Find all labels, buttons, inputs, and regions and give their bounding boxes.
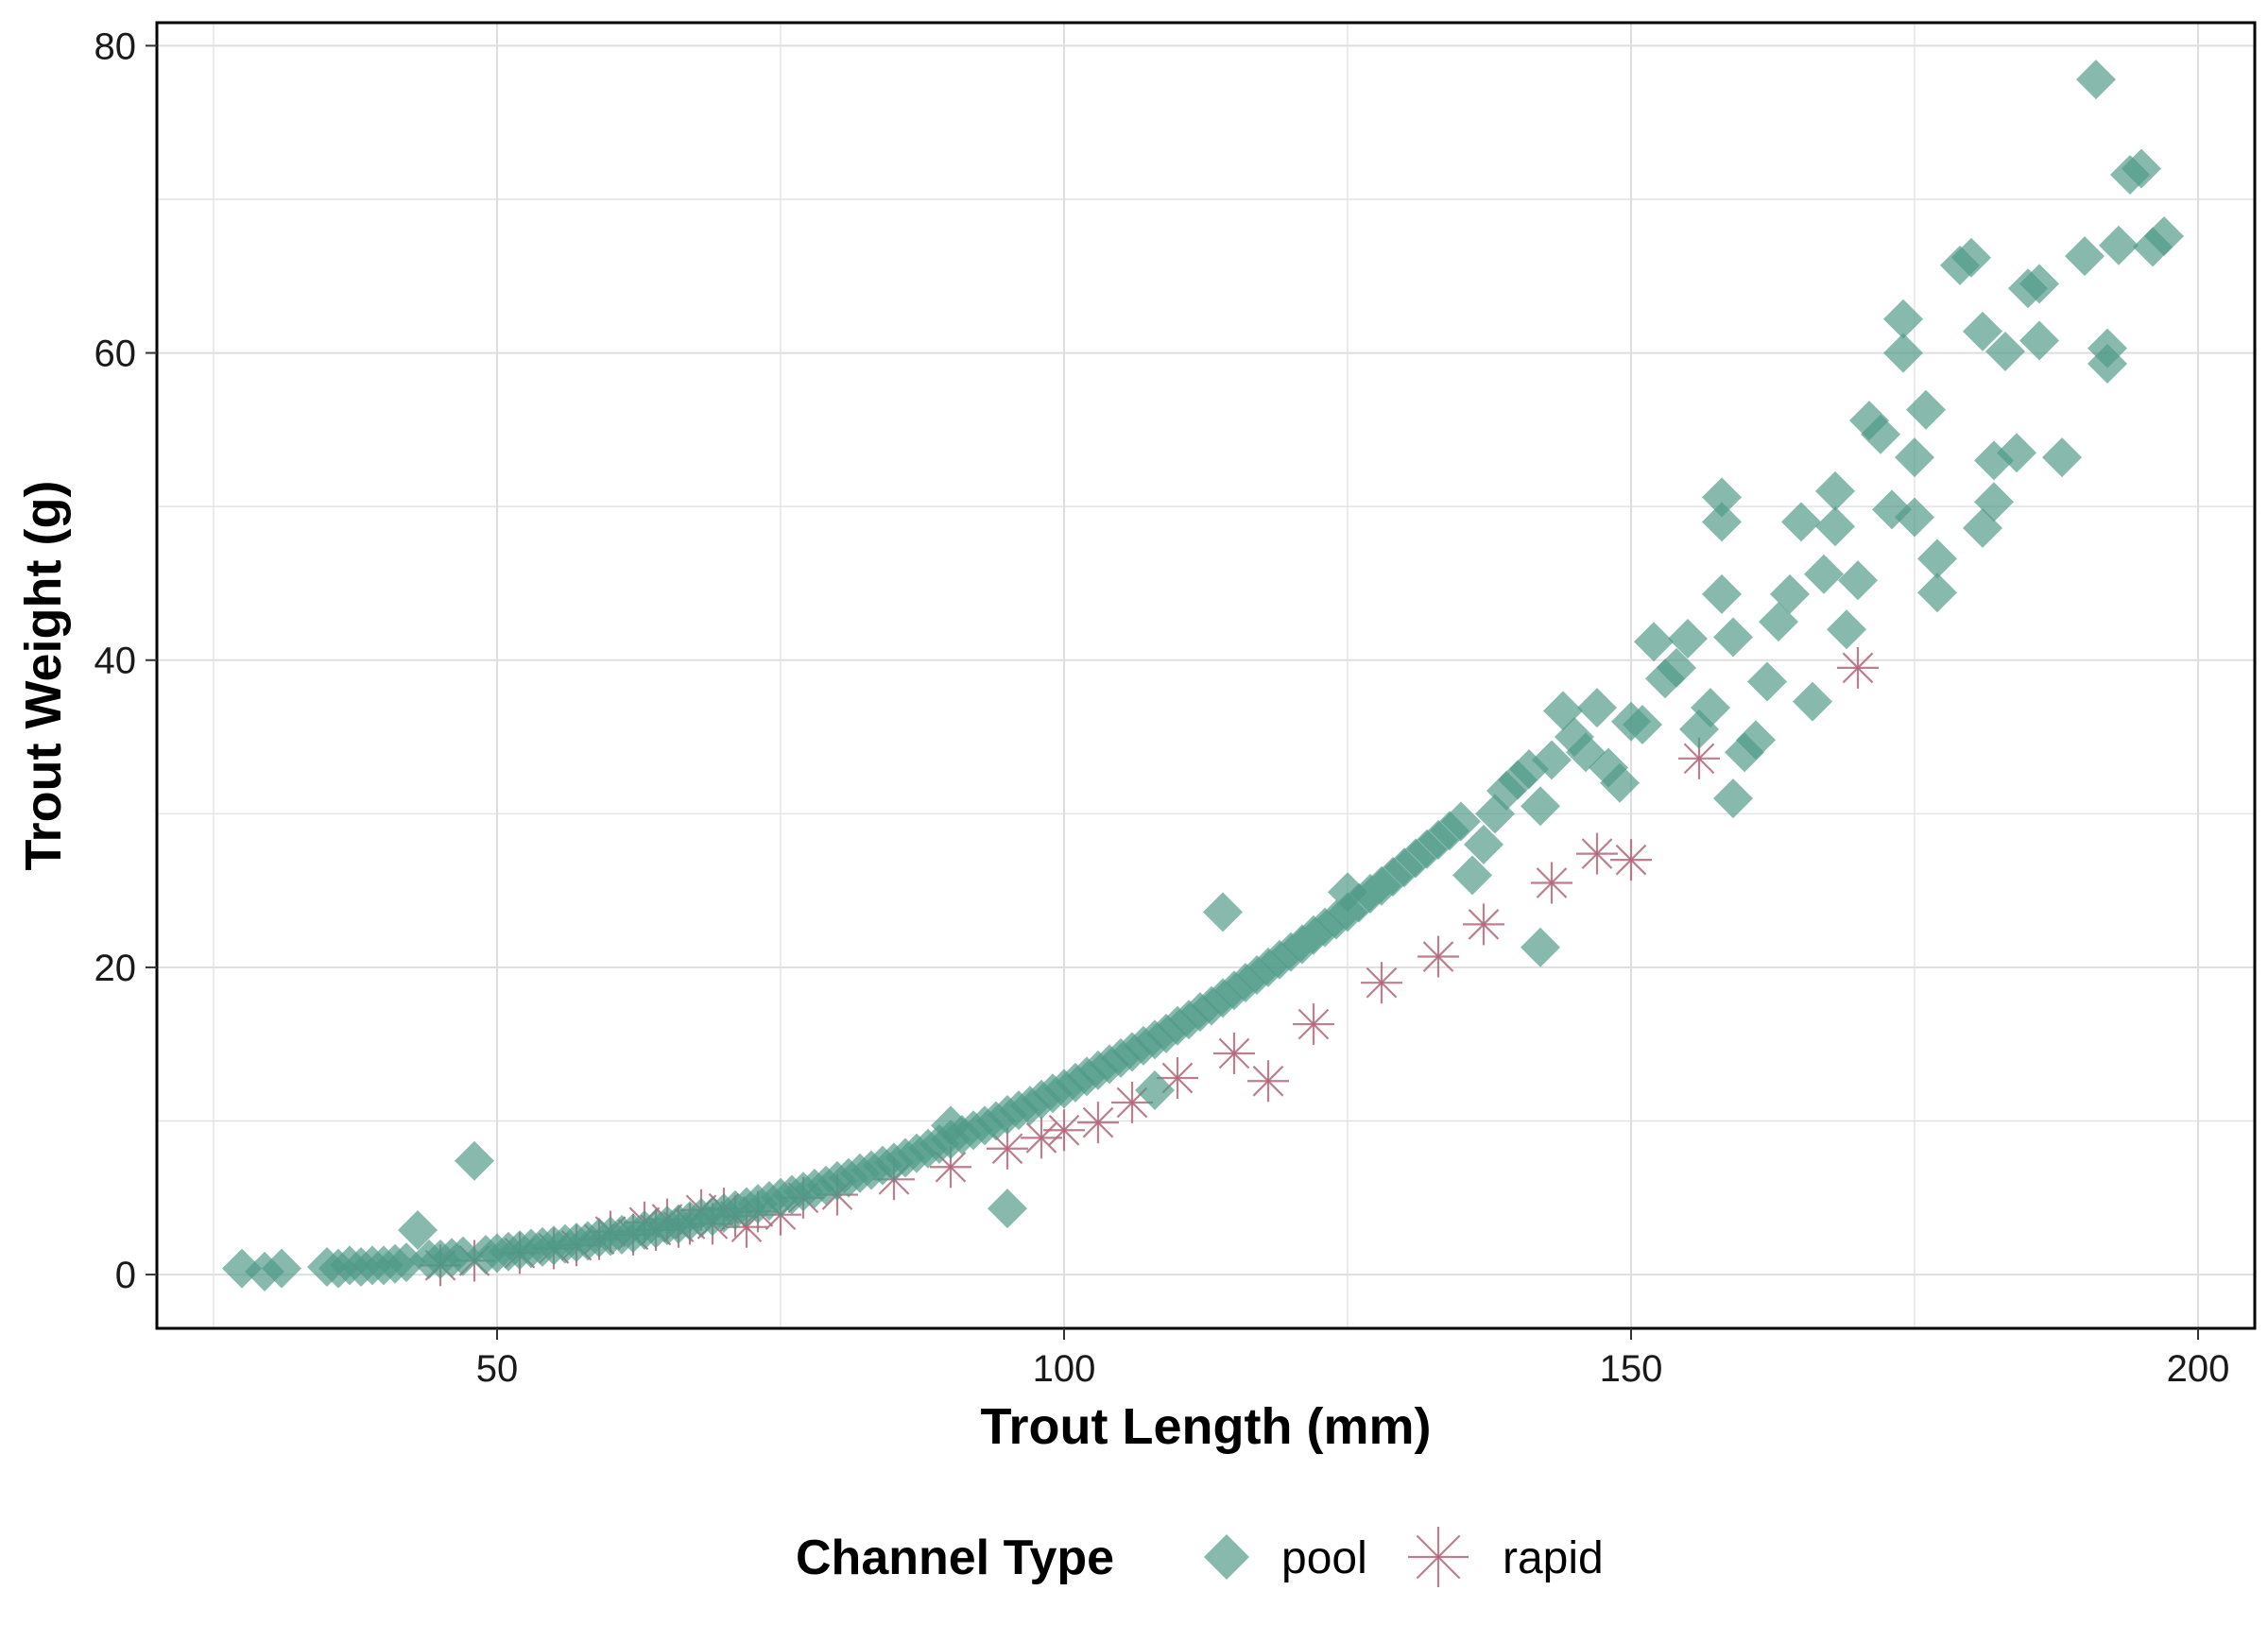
pool-point	[1464, 824, 1503, 864]
rapid-point	[1361, 962, 1402, 1004]
pool-point	[1736, 720, 1776, 761]
axis-ticks: 50 100 150 200 0 20 40 60 80	[94, 26, 2230, 1390]
pool-point	[2099, 225, 2139, 265]
rapid-point	[1837, 646, 1879, 689]
pool-point	[1441, 801, 1481, 842]
pool-point	[2019, 320, 2059, 361]
pool-point	[1974, 482, 2014, 522]
pool-point	[2088, 343, 2127, 384]
pool-point	[398, 1209, 438, 1250]
x-tick-label: 200	[2167, 1348, 2230, 1390]
legend-title: Channel Type	[796, 1531, 1114, 1585]
pool-point	[1815, 470, 1855, 511]
pool-point	[1747, 661, 1787, 702]
rapid-point	[1531, 862, 1572, 904]
pool-point	[1804, 554, 1844, 594]
pool-point	[2076, 60, 2116, 100]
pool-point	[443, 1236, 483, 1276]
pool-point	[1883, 299, 1923, 339]
pool-point	[1521, 786, 1560, 827]
y-tick-label: 0	[115, 1255, 136, 1296]
rapid-point	[1463, 903, 1504, 946]
rapid-point	[1111, 1081, 1153, 1123]
pool-point	[455, 1140, 494, 1181]
rapid-point	[1077, 1102, 1119, 1144]
pool-point	[1713, 617, 1753, 658]
x-tick-label: 100	[1033, 1348, 1096, 1390]
pool-point	[1917, 573, 1957, 613]
legend-key-pool	[1204, 1534, 1249, 1580]
pool-point	[1770, 573, 1810, 614]
legend-rapid-asterisk	[1408, 1527, 1469, 1587]
y-tick-label: 60	[94, 334, 137, 375]
pool-point	[1827, 609, 1866, 650]
x-tick-label: 50	[476, 1348, 519, 1390]
pool-point	[1951, 237, 1991, 278]
legend-label-pool: pool	[1281, 1533, 1367, 1583]
pool-point	[1906, 389, 1946, 430]
legend-key-rapid	[1408, 1527, 1469, 1587]
pool-point	[1985, 331, 2025, 371]
plot-panel-border	[155, 21, 2257, 1330]
data-points	[222, 60, 2184, 1291]
pool-point	[1521, 927, 1560, 967]
pool-point	[1702, 573, 1742, 614]
y-tick-label: 40	[94, 641, 137, 682]
pool-point	[2144, 215, 2184, 256]
y-tick-label: 80	[94, 26, 137, 67]
pool-point	[988, 1189, 1027, 1229]
pool-point	[1600, 762, 1640, 803]
pool-point	[1135, 1069, 1175, 1110]
pool-point	[1668, 618, 1708, 659]
pool-point	[1577, 688, 1617, 728]
pool-point	[1895, 437, 1934, 478]
pool-point	[1702, 502, 1742, 542]
pool-point	[262, 1248, 301, 1289]
pool-point	[2042, 437, 2082, 478]
pool-point	[2122, 148, 2161, 189]
pool-point	[1657, 647, 1696, 688]
legend-pool-diamond	[1204, 1534, 1249, 1580]
pool-point	[1713, 778, 1753, 819]
pool-point	[1452, 855, 1492, 896]
pool-point	[2065, 236, 2105, 277]
rapid-point	[1213, 1032, 1255, 1074]
rapid-point	[1247, 1060, 1289, 1103]
y-tick-label: 20	[94, 948, 137, 989]
rapid-point	[1293, 1003, 1334, 1046]
pool-point	[1838, 560, 1878, 601]
pool-point	[1702, 477, 1742, 518]
pool-point	[1634, 622, 1674, 662]
rapid-point	[1576, 832, 1618, 875]
x-axis-title: Trout Length (mm)	[981, 1398, 1432, 1455]
pool-point	[2019, 264, 2059, 304]
pool-point	[1861, 414, 1900, 454]
pool-point	[1815, 506, 1855, 547]
pool-point	[1963, 311, 2002, 351]
pool-point	[1997, 433, 2036, 473]
pool-point	[1691, 688, 1730, 728]
legend-label-rapid: rapid	[1503, 1533, 1604, 1583]
x-tick-label: 150	[1600, 1348, 1663, 1390]
pool-point	[1203, 892, 1243, 932]
rapid-point	[1610, 839, 1652, 881]
pool-point	[1781, 502, 1821, 542]
legend: Channel Type pool rapid	[796, 1527, 1604, 1587]
pool-point	[1793, 681, 1832, 722]
pool-point	[1623, 705, 1662, 745]
pool-point	[1917, 539, 1957, 579]
rapid-point	[1043, 1109, 1085, 1152]
pool-point	[1883, 333, 1923, 373]
pool-point	[1895, 497, 1934, 538]
rapid-point	[1418, 935, 1459, 978]
pool-point	[1532, 740, 1572, 780]
y-axis-title: Trout Weight (g)	[15, 481, 72, 871]
